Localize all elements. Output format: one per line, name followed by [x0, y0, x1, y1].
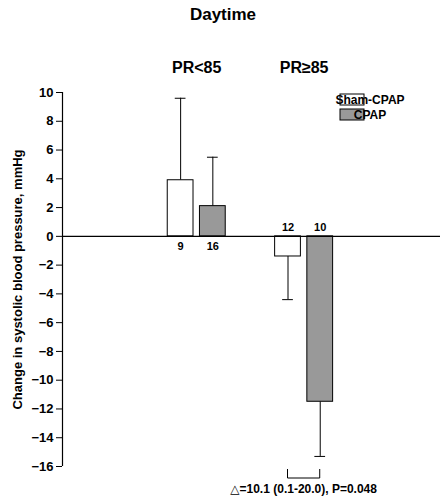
svg-text:PR<85: PR<85: [172, 59, 221, 76]
svg-text:−6: −6: [39, 315, 54, 330]
svg-text:−10: −10: [31, 372, 53, 387]
svg-text:−16: −16: [31, 459, 53, 474]
svg-text:6: 6: [46, 142, 53, 157]
svg-text:△=10.1 (0.1-20.0), P=0.048: △=10.1 (0.1-20.0), P=0.048: [230, 482, 377, 496]
svg-text:8: 8: [46, 113, 53, 128]
svg-text:10: 10: [314, 221, 326, 233]
svg-text:12: 12: [282, 221, 294, 233]
svg-text:2: 2: [46, 200, 53, 215]
svg-text:−12: −12: [31, 401, 53, 416]
svg-text:−2: −2: [39, 257, 54, 272]
svg-text:Sham-CPAP: Sham-CPAP: [335, 93, 404, 107]
svg-text:PR≥85: PR≥85: [280, 59, 329, 76]
svg-text:−8: −8: [39, 344, 54, 359]
svg-text:CPAP: CPAP: [354, 108, 386, 122]
svg-text:−4: −4: [39, 286, 55, 301]
svg-text:0: 0: [46, 229, 53, 244]
svg-text:9: 9: [178, 240, 184, 252]
svg-text:16: 16: [207, 240, 219, 252]
svg-text:4: 4: [46, 171, 54, 186]
svg-text:Change in systolic blood press: Change in systolic blood pressure, mmHg: [10, 149, 25, 409]
html-text:Daytime: Daytime: [189, 5, 257, 24]
svg-text:−14: −14: [31, 430, 54, 445]
svg-text:10: 10: [39, 85, 53, 100]
